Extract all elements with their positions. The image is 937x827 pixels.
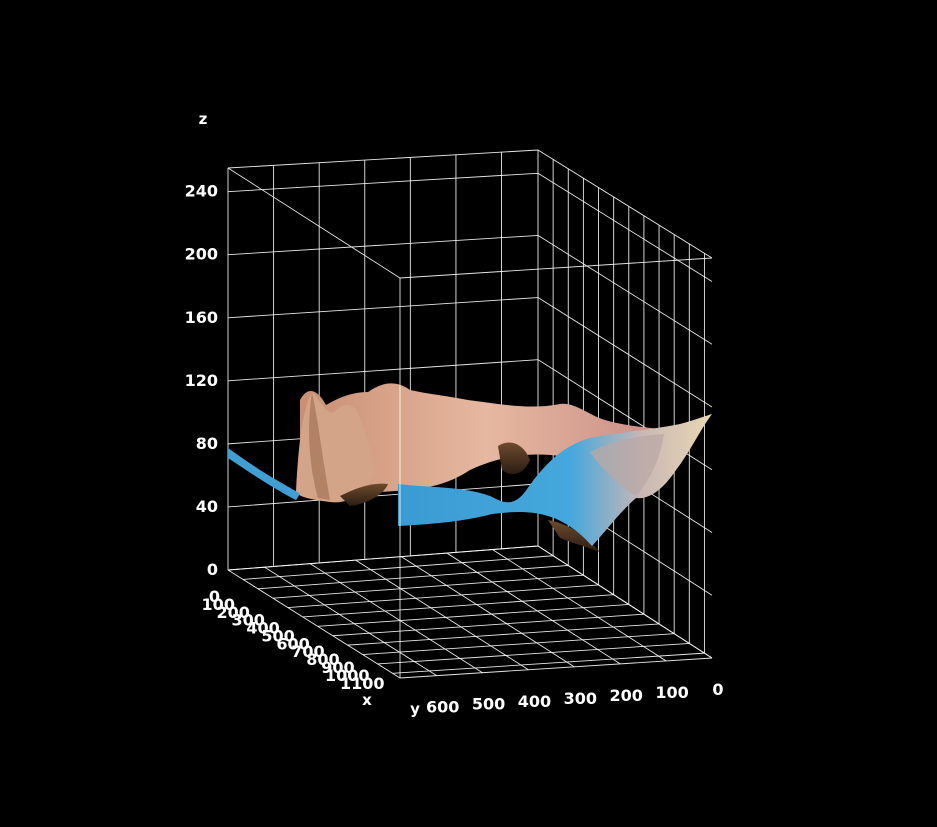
y-tick-label: 100 <box>655 683 688 702</box>
floor-line-x <box>287 584 599 609</box>
z-tick-label: 0 <box>207 560 218 579</box>
x-tick-label: 600 <box>276 634 309 653</box>
z-axis-title: z <box>199 110 208 128</box>
floor-line-y <box>355 559 529 671</box>
floor-line-x <box>392 652 705 674</box>
grid-line-z <box>227 297 539 319</box>
floor-line-y <box>492 549 667 662</box>
axis-labels: 0408012016020024001002003004005006007008… <box>185 110 724 718</box>
surface-dark-pit <box>548 520 600 552</box>
z-tick-label: 200 <box>185 245 218 264</box>
surface-mesh <box>228 383 712 552</box>
floor-line-x <box>347 623 660 646</box>
y-axis-title: y <box>410 700 420 718</box>
z-tick-label: 40 <box>196 497 218 516</box>
x-tick-label: 300 <box>231 611 264 630</box>
front-edges <box>227 167 713 679</box>
floor-line-x <box>302 594 614 618</box>
surface-left-shadow <box>309 392 330 500</box>
x-tick-label: 1000 <box>325 666 370 685</box>
box-edge <box>227 167 401 279</box>
floor-line-y <box>264 566 437 677</box>
floor-line-x <box>227 545 539 571</box>
floor-line-x <box>332 613 644 637</box>
x-tick-label: 900 <box>321 658 354 677</box>
grid-line-edge <box>227 149 539 169</box>
floor-line-x <box>242 555 554 580</box>
x-tick-label: 0 <box>209 587 220 606</box>
floor-line-x <box>272 574 584 599</box>
grid-line-z <box>537 297 713 408</box>
x-tick-label: 500 <box>261 626 294 645</box>
x-axis-title: x <box>362 691 372 709</box>
y-tick-label: 0 <box>712 680 723 699</box>
floor-line-y <box>446 552 621 665</box>
grid-line-z <box>537 235 713 345</box>
floor-line-x <box>377 642 690 665</box>
z-tick-label: 120 <box>185 371 218 390</box>
box-edge <box>399 657 713 679</box>
x-tick-label: 1100 <box>340 674 385 693</box>
z-tick-label: 80 <box>196 434 218 453</box>
floor-line-y <box>309 563 483 674</box>
y-tick-label: 600 <box>426 698 459 717</box>
surface-front-bump <box>590 434 664 496</box>
surface-front-left <box>228 448 300 500</box>
grid-line-z <box>227 483 539 508</box>
z-tick-label: 240 <box>185 182 218 201</box>
grid-line-edge <box>537 149 713 259</box>
floor-line-y <box>400 556 575 668</box>
grid-line-z <box>227 172 539 193</box>
surface-dark-fold-left <box>340 483 388 506</box>
floor-line-x <box>362 633 675 655</box>
floor-line-x <box>257 565 569 590</box>
y-tick-label: 300 <box>564 689 597 708</box>
y-tick-label: 200 <box>610 686 643 705</box>
floor-line-x <box>317 603 629 627</box>
x-tick-label: 400 <box>246 619 279 638</box>
floor-line-y <box>537 545 713 659</box>
x-tick-label: 800 <box>306 650 339 669</box>
y-tick-label: 500 <box>472 695 505 714</box>
y-tick-label: 400 <box>518 692 551 711</box>
grid-line-z <box>227 234 539 256</box>
surface-dark-fold-mid <box>498 442 530 475</box>
grid-line-z <box>537 172 713 282</box>
box-edge <box>399 257 713 279</box>
x-tick-label: 700 <box>291 642 324 661</box>
z-tick-label: 160 <box>185 308 218 327</box>
x-tick-label: 200 <box>217 603 250 622</box>
grid-line-z <box>227 359 539 382</box>
box-edge <box>227 569 401 679</box>
surface-back-ridge <box>300 383 672 499</box>
x-tick-label: 100 <box>202 595 235 614</box>
